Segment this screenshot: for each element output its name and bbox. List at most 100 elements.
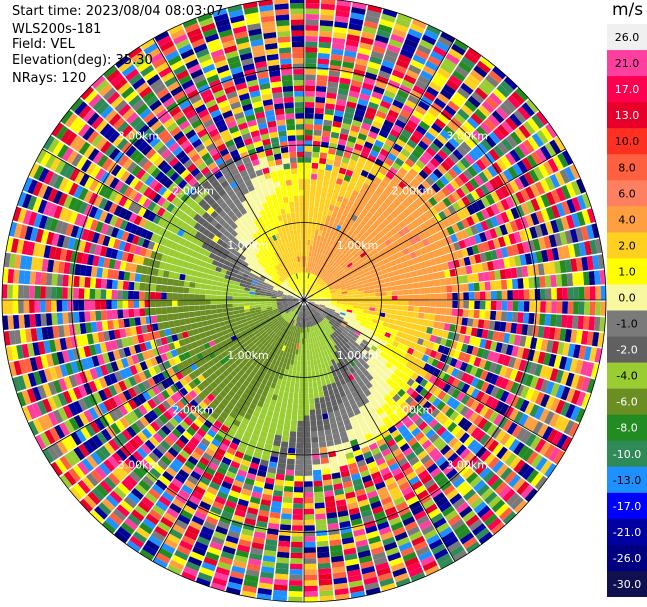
range-gate	[363, 290, 370, 294]
range-gate	[471, 244, 480, 255]
range-gate	[297, 291, 301, 296]
range-gate	[265, 319, 272, 324]
range-gate	[282, 281, 288, 287]
range-gate	[176, 189, 186, 199]
range-gate	[463, 121, 476, 133]
range-gate	[115, 167, 126, 180]
range-gate	[586, 208, 596, 224]
range-gate	[304, 344, 307, 350]
range-gate	[315, 408, 322, 415]
range-gate	[572, 272, 579, 286]
range-gate	[5, 346, 14, 362]
range-gate	[274, 406, 281, 413]
range-gate	[309, 295, 315, 298]
range-gate	[371, 120, 383, 130]
range-gate	[272, 308, 279, 312]
range-gate	[575, 227, 584, 242]
range-gate	[294, 96, 304, 103]
range-gate	[114, 180, 125, 192]
range-gate	[280, 407, 287, 414]
range-gate	[418, 120, 431, 131]
range-gate	[165, 137, 176, 149]
range-gate	[115, 55, 130, 69]
range-gate	[287, 397, 294, 404]
range-gate	[279, 276, 285, 282]
range-gate	[201, 371, 210, 380]
range-gate	[409, 251, 417, 259]
range-gate	[184, 318, 191, 325]
range-gate	[69, 168, 81, 182]
range-gate	[222, 80, 235, 90]
range-gate	[287, 295, 294, 298]
range-gate	[201, 180, 211, 190]
range-gate	[141, 325, 148, 334]
range-gate	[89, 277, 97, 288]
range-gate	[260, 133, 270, 141]
range-gate	[262, 26, 276, 34]
range-gate	[205, 99, 217, 109]
range-gate	[171, 443, 183, 454]
range-gate	[453, 241, 461, 251]
range-gate	[289, 563, 303, 570]
range-gate	[75, 429, 87, 443]
range-gate	[58, 177, 69, 192]
range-gate	[99, 480, 113, 494]
range-gate	[150, 300, 156, 308]
range-gate	[296, 343, 300, 350]
range-gate	[391, 295, 398, 300]
range-gate	[238, 539, 252, 548]
range-gate	[451, 43, 466, 56]
range-gate	[93, 195, 104, 208]
range-gate	[304, 360, 308, 366]
range-gate	[419, 261, 427, 269]
range-gate	[18, 359, 28, 374]
range-gate	[369, 206, 377, 215]
range-gate	[224, 197, 233, 206]
range-gate	[100, 140, 112, 154]
range-gate	[365, 190, 373, 199]
range-gate	[300, 310, 303, 317]
range-gate	[323, 119, 333, 127]
range-gate	[216, 447, 226, 457]
range-gate	[250, 378, 257, 386]
range-gate	[329, 246, 335, 253]
range-gate	[318, 435, 326, 443]
range-gate	[178, 339, 186, 347]
range-gate	[431, 122, 443, 134]
range-gate	[320, 294, 326, 297]
range-gate	[445, 277, 452, 286]
range-gate	[140, 64, 155, 77]
range-gate	[286, 277, 292, 283]
range-gate	[532, 238, 541, 251]
range-gate	[545, 221, 554, 235]
range-gate	[261, 493, 272, 501]
range-gate	[365, 136, 376, 145]
range-gate	[282, 230, 287, 238]
range-gate	[200, 133, 211, 143]
range-gate	[284, 307, 290, 311]
range-gate	[377, 260, 385, 267]
range-gate	[251, 491, 262, 499]
range-gate	[500, 155, 512, 169]
range-gate	[422, 274, 429, 282]
range-gate	[444, 105, 457, 117]
range-gate	[396, 89, 409, 100]
range-gate	[496, 290, 502, 300]
range-gate	[461, 56, 476, 69]
range-gate	[228, 9, 244, 18]
range-gate	[539, 276, 546, 288]
range-gate	[262, 488, 273, 496]
range-gate	[47, 396, 58, 411]
range-gate	[67, 312, 75, 324]
range-gate	[307, 371, 312, 377]
range-gate	[29, 314, 36, 328]
range-gate	[233, 198, 242, 207]
range-gate	[314, 397, 320, 404]
range-gate	[359, 227, 367, 235]
range-gate	[228, 60, 242, 70]
range-gate	[374, 226, 382, 234]
range-gate	[133, 308, 140, 317]
range-gate	[232, 348, 240, 355]
range-gate	[366, 66, 379, 76]
range-gate	[495, 248, 504, 259]
